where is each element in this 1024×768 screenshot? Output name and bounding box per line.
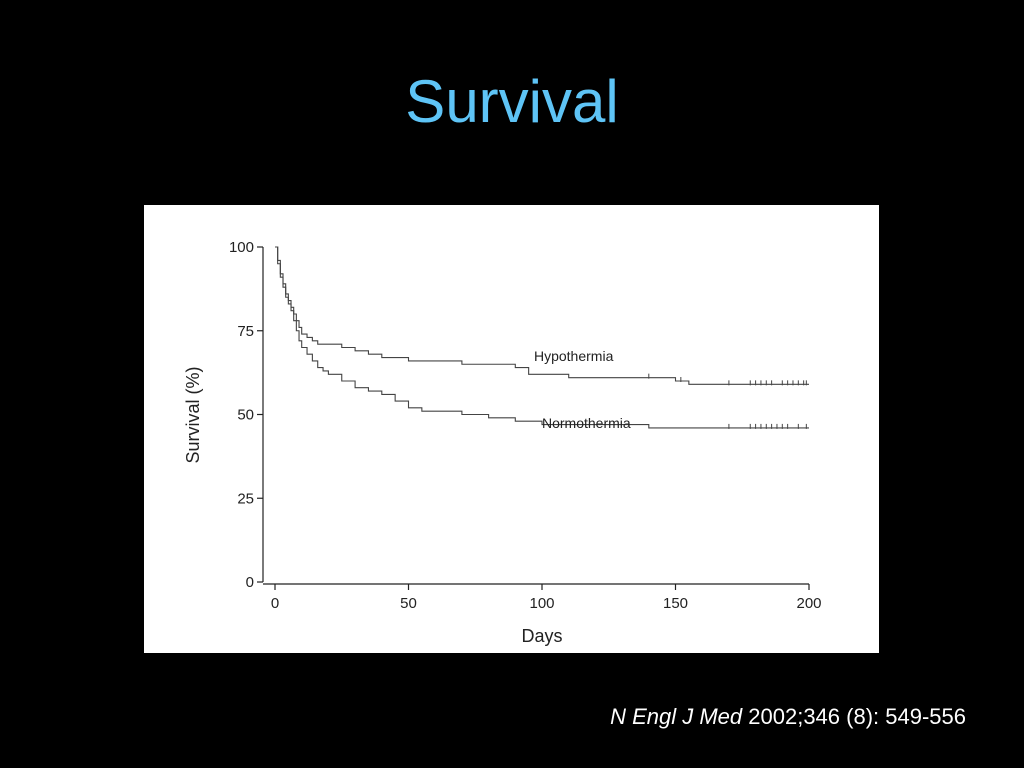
series-label-hypothermia: Hypothermia — [534, 348, 614, 364]
survival-chart: 0 25 50 75 100 0 50 100 150 200 Days Survival (%) H… — [183, 239, 822, 646]
y-tick-label: 0 — [246, 574, 254, 591]
x-tick-label: 200 — [796, 595, 821, 612]
y-tick-label: 50 — [237, 407, 254, 424]
chart-panel: 0 25 50 75 100 0 50 100 150 200 Days Survival (%) H… — [144, 205, 879, 653]
x-tick-label: 50 — [400, 595, 417, 612]
x-axis-label: Days — [521, 626, 562, 646]
citation-reference: 2002;346 (8): 549-556 — [748, 704, 966, 729]
series-label-normothermia: Normothermia — [542, 415, 631, 431]
y-tick-label: 75 — [237, 323, 254, 340]
chart-labels: Days Survival (%) Hypothermia Normothermia — [183, 348, 631, 646]
chart-series — [275, 246, 809, 429]
chart-axes: 0 25 50 75 100 0 50 100 150 200 — [229, 239, 822, 612]
slide-title: Survival — [405, 68, 619, 135]
series-line-normothermia — [275, 246, 809, 429]
x-tick-label: 100 — [529, 595, 554, 612]
y-axis-label: Survival (%) — [183, 366, 203, 463]
y-tick-label: 100 — [229, 239, 254, 256]
x-tick-label: 0 — [271, 595, 279, 612]
y-tick-label: 25 — [237, 490, 254, 507]
citation: N Engl J Med 2002;346 (8): 549-556 — [610, 704, 966, 730]
x-tick-label: 150 — [663, 595, 688, 612]
citation-journal: N Engl J Med — [610, 704, 743, 729]
